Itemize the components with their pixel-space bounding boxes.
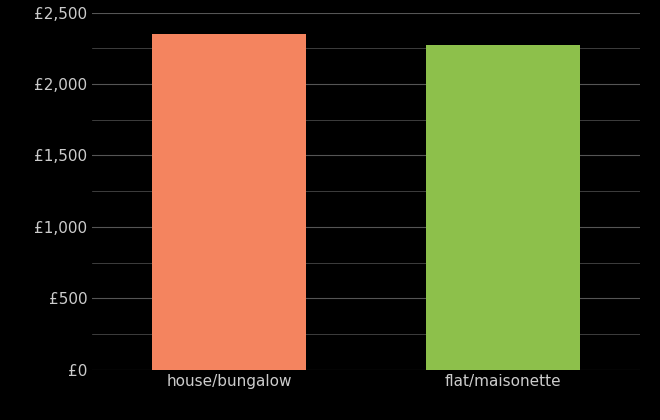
Bar [152, 34, 306, 370]
Bar [426, 45, 580, 370]
